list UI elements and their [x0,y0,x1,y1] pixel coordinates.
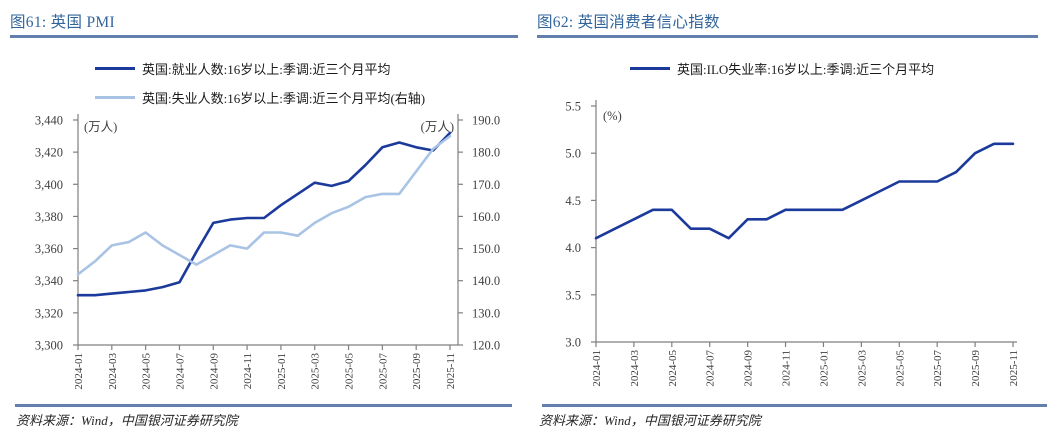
legend-item-employment: 英国:就业人数:16岁以上:季调:近三个月平均 [95,59,390,78]
y-axis-tick-label: 4.0 [565,241,581,255]
x-axis-tick-label: 2024-01 [73,353,85,390]
y-axis-tick-label: 3,360 [35,242,63,256]
right-axis-tick-label: 120.0 [472,339,500,353]
x-axis-tick-label: 2024-07 [174,353,186,390]
x-axis-tick-label: 2024-07 [705,350,717,387]
x-axis-tick-label: 2025-11 [445,353,457,389]
x-axis-tick-label: 2025-11 [1008,350,1020,386]
x-axis-tick-label: 2025-09 [411,353,423,390]
source-divider [542,404,1047,407]
y-axis-tick-label: 3,380 [35,210,63,224]
title-underline [10,35,518,38]
x-axis-tick-label: 2025-03 [310,353,322,390]
legend-item-ilo-rate: 英国:ILO失业率:16岁以上:季调:近三个月平均 [630,59,934,78]
y-axis-tick-label: 3,440 [35,114,63,128]
y-axis-tick-label: 5.5 [565,100,581,114]
series-line-0 [594,142,1015,240]
y-axis-tick-label: 3.5 [565,288,581,302]
source-divider [15,404,512,407]
right-axis-unit-label: (万人) [421,120,454,134]
legend-label: 英国:就业人数:16岁以上:季调:近三个月平均 [142,62,391,77]
x-axis-tick-label: 2025-09 [970,350,982,387]
unemployment-rate-line-chart: 5.5 5.0 4.5 4.0 3.5 3.0 (%) 2024-01 2024-03 2024-… [565,100,1020,387]
legend-line-swatch-light [95,95,135,100]
x-axis-tick-label: 2024-11 [781,350,793,386]
left-axis-unit-label: (万人) [84,120,117,134]
right-axis-tick-label: 150.0 [472,242,500,256]
x-axis-tick-label: 2025-07 [377,353,389,390]
right-axis-tick-label: 190.0 [472,114,500,128]
series-line-0 [76,131,452,297]
y-axis-tick-label: 3,300 [35,339,63,353]
y-axis-tick-label: 4.5 [565,194,581,208]
right-axis-tick-label: 180.0 [472,146,500,160]
right-axis-tick-label: 160.0 [472,210,500,224]
series-line-1 [76,134,452,276]
x-axis-tick-label: 2025-01 [276,353,288,390]
y-axis-tick-label: 3,320 [35,306,63,320]
panel-uk-unemployment-rate: 图62: 英国消费者信心指数 英国:ILO失业率:16岁以上:季调:近三个月平均… [531,0,1063,439]
y-axis-tick-label: 3,340 [35,274,63,288]
x-axis-tick-label: 2024-05 [667,350,679,387]
right-axis-tick-label: 140.0 [472,274,500,288]
right-axis-tick-label: 130.0 [472,306,500,320]
x-axis-tick-label: 2024-01 [591,350,603,387]
legend-label: 英国:失业人数:16岁以上:季调:近三个月平均(右轴) [142,91,426,106]
panel-uk-employment: 图61: 英国 PMI 英国:就业人数:16岁以上:季调:近三个月平均 英国:失… [0,0,531,439]
x-axis-tick-label: 2024-11 [242,353,254,389]
source-note: 资料来源：Wind，中国银河证券研究院 [16,413,238,428]
y-axis-tick-label: 5.0 [565,147,581,161]
legend-item-unemployment: 英国:失业人数:16岁以上:季调:近三个月平均(右轴) [95,88,425,107]
legend-line-swatch-dark [630,66,670,71]
title-underline [537,35,1038,38]
chart-title-61: 图61: 英国 PMI [10,14,115,31]
y-axis-tick-label: 3.0 [565,336,581,350]
x-axis-tick-label: 2025-05 [894,350,906,387]
right-axis-tick-label: 170.0 [472,178,500,192]
legend-line-swatch-dark [95,66,135,71]
x-axis-tick-label: 2024-03 [107,353,119,390]
x-axis-tick-label: 2024-03 [629,350,641,387]
left-axis-unit-label: (%) [603,109,622,123]
y-axis-tick-label: 3,400 [35,178,63,192]
employment-line-chart: 3,440 3,420 3,400 3,380 3,360 3,340 3,320 3,300… [35,114,500,390]
x-axis-tick-label: 2025-05 [344,353,356,390]
x-axis-tick-label: 2024-09 [208,353,220,390]
x-axis-tick-label: 2024-05 [141,353,153,390]
legend-label: 英国:ILO失业率:16岁以上:季调:近三个月平均 [677,62,935,77]
x-axis-tick-label: 2025-07 [932,350,944,387]
x-axis-tick-label: 2025-01 [818,350,830,387]
source-note: 资料来源：Wind，中国银河证券研究院 [539,413,761,428]
y-axis-tick-label: 3,420 [35,146,63,160]
chart-title-62: 图62: 英国消费者信心指数 [537,14,720,31]
x-axis-tick-label: 2024-09 [743,350,755,387]
x-axis-tick-label: 2025-03 [856,350,868,387]
